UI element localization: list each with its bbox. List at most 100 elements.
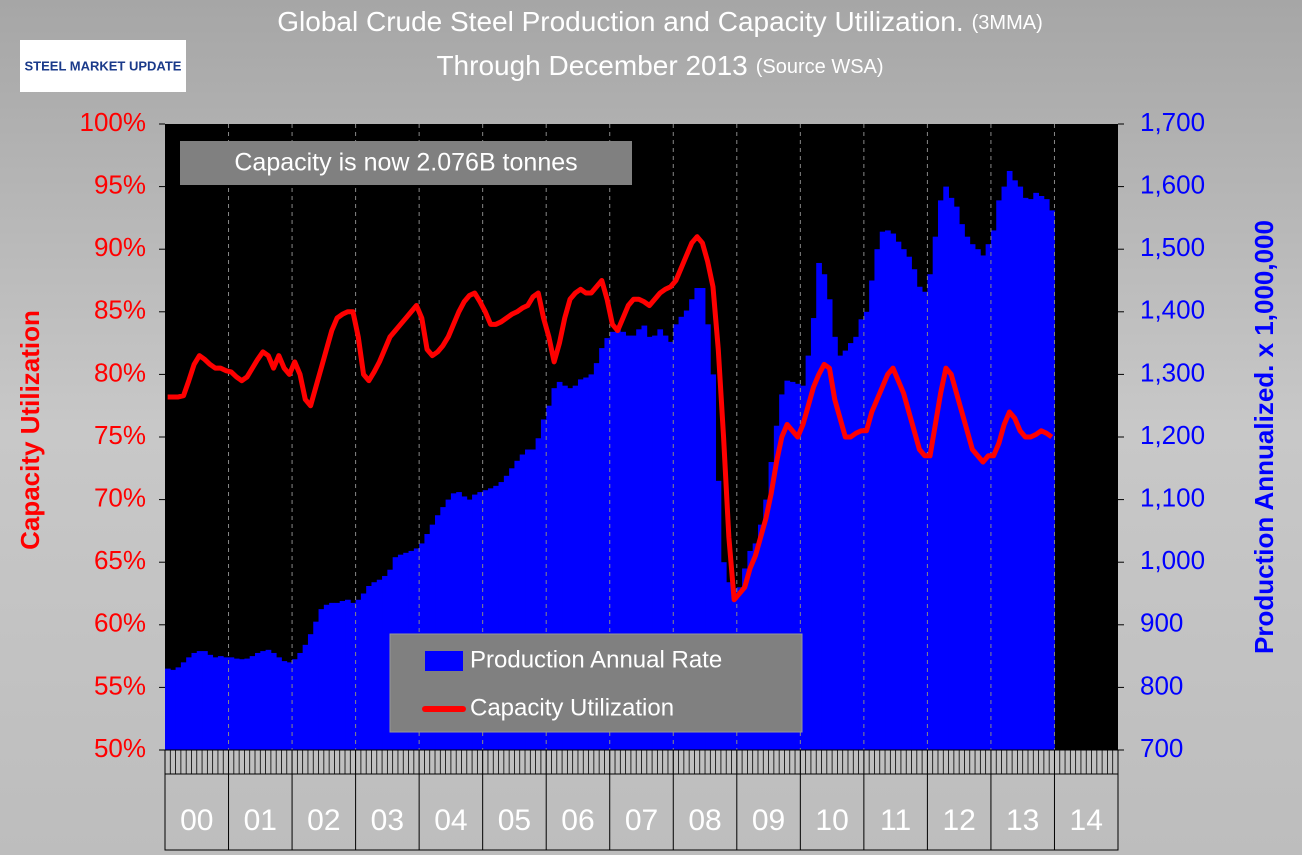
bar (202, 651, 208, 750)
bar (498, 482, 505, 750)
bar (546, 405, 552, 750)
subtitle-note: (Source WSA) (756, 56, 884, 78)
bar (996, 200, 1002, 750)
bar (318, 609, 325, 750)
bar (1017, 186, 1024, 751)
bar (959, 224, 965, 750)
bar (334, 602, 341, 750)
bar (281, 661, 288, 750)
x-tick-label: 03 (371, 804, 404, 837)
bar (165, 668, 171, 750)
bar (937, 200, 944, 750)
bar (874, 249, 881, 750)
bar (477, 492, 484, 750)
bar (456, 492, 462, 750)
bar (1038, 195, 1045, 751)
y2-axis-title: Production Annualized. x 1,000,000 (1249, 220, 1279, 654)
bar (567, 388, 574, 750)
bar (821, 274, 828, 750)
bar (715, 480, 722, 750)
bar (562, 385, 568, 750)
title-main: Global Crude Steel Production and Capaci… (277, 6, 963, 37)
bar (270, 652, 277, 750)
bar (371, 582, 378, 750)
x-tick-label: 00 (180, 804, 213, 837)
bar (789, 381, 796, 750)
bar (577, 379, 584, 750)
bar (927, 274, 934, 750)
bar (1006, 170, 1013, 750)
bar (810, 318, 817, 750)
bar (885, 230, 891, 751)
bar (646, 336, 653, 750)
bar (593, 363, 600, 750)
y-tick-label: 90% (94, 232, 146, 262)
bar (1033, 192, 1039, 751)
bar (683, 310, 690, 750)
bar (948, 197, 955, 751)
bar (609, 331, 616, 750)
bar (244, 658, 251, 750)
bar (625, 335, 632, 750)
bar (461, 496, 468, 750)
bar (1049, 210, 1055, 750)
bar (472, 494, 478, 750)
y2-tick-label: 1,000 (1140, 545, 1205, 575)
bar (705, 324, 711, 750)
bar (1027, 199, 1034, 750)
bar (376, 579, 383, 750)
bar (382, 575, 388, 750)
y2-tick-label: 1,600 (1140, 169, 1205, 199)
bar (636, 329, 642, 750)
bar (694, 288, 701, 750)
bar (180, 662, 187, 750)
y-tick-label: 80% (94, 357, 146, 387)
bar (212, 657, 219, 750)
y-tick-label: 100% (80, 107, 147, 137)
bar (207, 654, 214, 750)
bar (900, 249, 907, 750)
title-note: (3MMA) (972, 12, 1043, 34)
bar (805, 355, 812, 750)
bar (249, 656, 256, 750)
bar (980, 255, 987, 750)
annotation-box (180, 141, 632, 185)
bar (535, 438, 542, 750)
y-tick-label: 75% (94, 420, 146, 450)
x-tick-label: 08 (688, 804, 721, 837)
bar (191, 652, 198, 750)
bar (826, 299, 833, 750)
bar (990, 230, 997, 751)
y-tick-label: 65% (94, 545, 146, 575)
bar (922, 291, 928, 750)
bar (890, 233, 897, 751)
bar (482, 490, 489, 750)
bar (286, 662, 293, 750)
bar (445, 499, 452, 750)
bar (773, 425, 780, 750)
y2-tick-label: 700 (1140, 733, 1183, 763)
y2-tick-label: 1,300 (1140, 357, 1205, 387)
bar (710, 374, 717, 750)
x-tick-label: 10 (815, 804, 848, 837)
line-layer (167, 234, 1054, 603)
bar (837, 355, 844, 750)
x-axis: 00 01 02 03 04 05 06 07 08 09 10 11 12 13 14 (164, 750, 1119, 850)
bar (953, 206, 960, 750)
bar (1012, 180, 1018, 751)
bar (556, 381, 563, 750)
x-tick-label: 14 (1070, 804, 1103, 837)
bar (916, 286, 923, 750)
bar (307, 634, 314, 750)
y-tick-label: 85% (94, 295, 146, 325)
bar (196, 651, 203, 750)
bar (440, 507, 447, 750)
line (167, 234, 1054, 603)
bar (260, 651, 266, 750)
bar (588, 374, 595, 750)
bar (964, 236, 971, 750)
legend-swatch (425, 651, 463, 671)
bar (768, 462, 775, 750)
logo-box (20, 40, 186, 92)
x-tick-label: 06 (561, 804, 594, 837)
